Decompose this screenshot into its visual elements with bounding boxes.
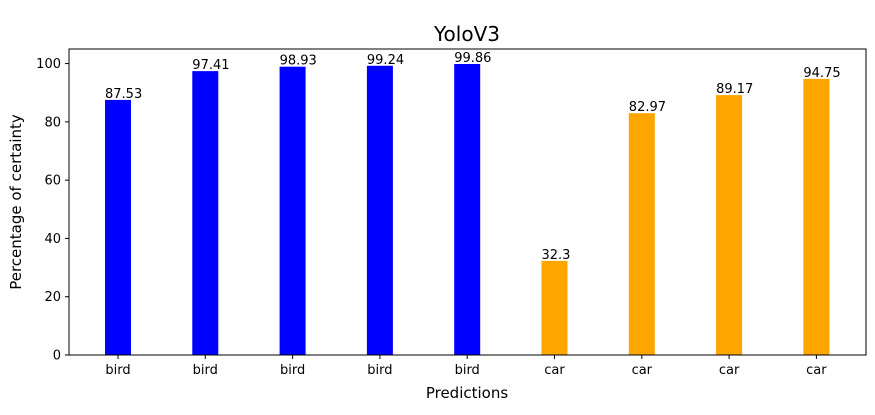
x-axis: bird bird bird bird bird car car car car bbox=[105, 355, 827, 378]
bar-bird-1 bbox=[105, 99, 131, 355]
data-label-9: 94.75 bbox=[803, 66, 840, 81]
chart-title: YoloV3 bbox=[433, 22, 500, 46]
data-label-6: 32.3 bbox=[542, 248, 571, 263]
y-tick-label-0: 0 bbox=[53, 349, 61, 364]
data-label-4: 99.24 bbox=[367, 53, 404, 68]
x-tick-label-7: car bbox=[632, 363, 653, 378]
bar-bird-2 bbox=[192, 71, 219, 356]
bar-car-6 bbox=[541, 260, 568, 355]
x-tick-label-9: car bbox=[806, 363, 827, 378]
data-label-1: 87.53 bbox=[105, 87, 142, 102]
bar-car-7 bbox=[628, 113, 655, 355]
data-label-7: 82.97 bbox=[629, 100, 666, 115]
y-axis-label: Percentage of certainty bbox=[7, 114, 25, 290]
y-tick-label-100: 100 bbox=[36, 57, 61, 72]
y-tick-label-80: 80 bbox=[44, 115, 61, 130]
bar-car-8 bbox=[716, 95, 743, 355]
x-tick-label-3: bird bbox=[280, 363, 305, 378]
bar-bird-3 bbox=[279, 66, 306, 355]
x-tick-label-6: car bbox=[544, 363, 565, 378]
x-axis-label: Predictions bbox=[426, 384, 509, 402]
bars-group bbox=[105, 63, 830, 356]
x-tick-label-8: car bbox=[719, 363, 740, 378]
x-tick-label-4: bird bbox=[367, 363, 392, 378]
data-label-8: 89.17 bbox=[716, 82, 753, 97]
bar-bird-5 bbox=[454, 63, 481, 355]
bar-car-9 bbox=[803, 78, 830, 356]
x-tick-label-5: bird bbox=[455, 363, 480, 378]
x-tick-label-1: bird bbox=[105, 363, 130, 378]
y-tick-label-60: 60 bbox=[44, 174, 61, 189]
y-tick-label-20: 20 bbox=[44, 290, 61, 305]
data-label-2: 97.41 bbox=[192, 58, 229, 73]
y-tick-label-40: 40 bbox=[44, 232, 61, 247]
y-axis: 0 20 40 60 80 100 bbox=[36, 57, 69, 364]
x-tick-label-2: bird bbox=[193, 363, 218, 378]
bar-bird-4 bbox=[366, 65, 393, 355]
data-labels-group: 87.53 97.41 98.93 99.24 99.86 32.3 82.97 89.17 9… bbox=[105, 51, 841, 263]
data-label-3: 98.93 bbox=[280, 54, 317, 69]
data-label-5: 99.86 bbox=[454, 51, 491, 66]
